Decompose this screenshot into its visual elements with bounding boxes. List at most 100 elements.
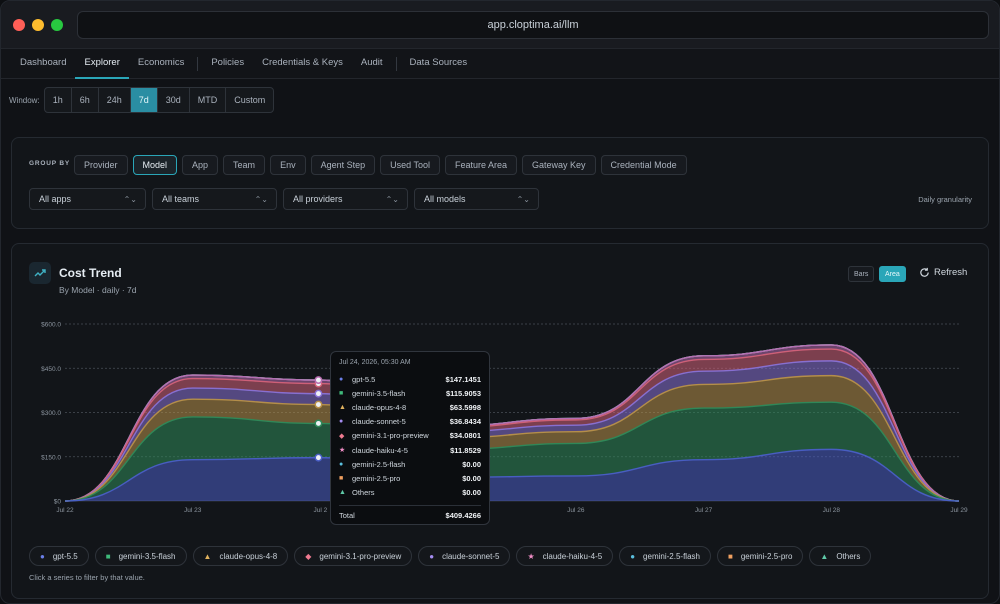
window-option-6h[interactable]: 6h	[72, 88, 99, 112]
series-area	[65, 402, 959, 501]
series-line	[64, 360, 960, 502]
window-option-7d[interactable]: 7d	[130, 88, 158, 112]
refresh-button[interactable]: Refresh	[919, 267, 967, 278]
hover-point	[314, 389, 323, 398]
group-by-app[interactable]: App	[182, 155, 219, 175]
legend-label: claude-haiku-4-5	[542, 551, 603, 561]
tooltip-row: ■ gemini-3.5-flash $115.9053	[339, 386, 481, 400]
tooltip-row: ★ claude-haiku-4-5 $11.8529	[339, 443, 481, 457]
legend-label: Others	[836, 551, 861, 561]
legend-label: gpt-5.5	[52, 551, 78, 561]
group-by-gateway-key[interactable]: Gateway Key	[522, 155, 596, 175]
legend-marker-icon: ■	[727, 551, 733, 561]
tooltip-series-value: $0.00	[462, 459, 481, 469]
app-filter-value: All apps	[39, 194, 72, 204]
tooltip-series-value: $0.00	[462, 473, 481, 483]
window-option-30d[interactable]: 30d	[158, 88, 190, 112]
group-by-provider[interactable]: Provider	[74, 155, 128, 175]
tooltip-marker-icon: ◆	[339, 432, 345, 440]
legend-marker-icon: ●	[40, 551, 45, 561]
legend-item[interactable]: ● claude-sonnet-5	[418, 546, 511, 566]
tooltip-rows: ● gpt-5.5 $147.1451 ■ gemini-3.5-flash $115.9…	[339, 372, 481, 500]
legend-item[interactable]: ★ claude-haiku-4-5	[516, 546, 614, 566]
legend-label: claude-opus-4-8	[219, 551, 278, 561]
tooltip-marker-icon: ▲	[339, 489, 346, 497]
legend-item[interactable]: ▲ claude-opus-4-8	[192, 546, 289, 566]
hover-point	[314, 400, 323, 409]
tab-dashboard[interactable]: Dashboard	[20, 56, 67, 68]
app-filter-select[interactable]: All apps ⌃⌄	[29, 188, 146, 210]
legend-item[interactable]: ● gemini-2.5-flash	[619, 546, 711, 566]
tooltip-marker-icon: ■	[339, 474, 344, 482]
legend-label: gemini-3.5-flash	[118, 551, 176, 561]
group-by-label: GROUP BY	[29, 160, 70, 167]
window-selector: Window: 1h 6h 24h 7d 30d MTD Custom	[9, 87, 275, 113]
tooltip-series-name: gemini-3.5-flash	[352, 388, 406, 398]
legend-item[interactable]: ■ gemini-3.5-flash	[94, 546, 187, 566]
tab-audit[interactable]: Audit	[360, 56, 383, 68]
tooltip-row: ● claude-sonnet-5 $36.8434	[339, 415, 481, 429]
group-by-feature-area[interactable]: Feature Area	[444, 155, 518, 175]
nav-divider	[395, 56, 397, 71]
tab-explorer[interactable]: Explorer	[75, 49, 130, 79]
tooltip-row: ◆ gemini-3.1-pro-preview $34.0801	[339, 429, 481, 443]
legend-item[interactable]: ■ gemini-2.5-pro	[716, 546, 804, 566]
tab-credentials-keys[interactable]: Credentials & Keys	[262, 56, 343, 68]
tooltip-series-value: $0.00	[462, 488, 481, 498]
legend-item[interactable]: ◆ gemini-3.1-pro-preview	[294, 546, 413, 566]
close-window-button[interactable]	[13, 18, 25, 31]
series-line	[64, 348, 960, 502]
model-filter-select[interactable]: All models ⌃⌄	[414, 188, 539, 210]
x-tick-label: Jul 28	[823, 507, 841, 514]
hover-point	[314, 419, 323, 428]
legend-marker-icon: ◆	[305, 551, 312, 561]
group-by-model[interactable]: Model	[132, 155, 178, 175]
tooltip-series-name: claude-haiku-4-5	[352, 445, 408, 455]
x-tick-label: Jul 2	[314, 507, 328, 514]
series-line	[64, 374, 960, 502]
chevron-updown-icon: ⌃⌄	[254, 194, 268, 204]
window-option-custom[interactable]: Custom	[234, 95, 266, 105]
legend-label: gemini-2.5-flash	[643, 551, 700, 561]
legend-item[interactable]: ▲ Others	[809, 546, 872, 566]
tooltip-total-label: Total	[339, 510, 355, 520]
window-option-24h[interactable]: 24h	[99, 88, 131, 112]
legend-label: claude-sonnet-5	[442, 551, 500, 561]
tab-data-sources[interactable]: Data Sources	[409, 56, 468, 68]
tooltip-series-name: claude-opus-4-8	[352, 402, 407, 412]
group-by-chips: Provider Model App Team Env Agent Step U…	[74, 155, 692, 175]
minimize-window-button[interactable]	[32, 18, 44, 31]
legend-label: gemini-2.5-pro	[740, 551, 793, 561]
tooltip-series-name: claude-sonnet-5	[352, 417, 406, 427]
granularity-label: Daily granularity	[918, 195, 972, 204]
legend-item[interactable]: ● gpt-5.5	[29, 546, 89, 566]
y-tick-label: $300.0	[41, 410, 61, 417]
tooltip-row: ■ gemini-2.5-pro $0.00	[339, 471, 481, 485]
provider-filter-select[interactable]: All providers ⌃⌄	[283, 188, 408, 210]
group-by-used-tool[interactable]: Used Tool	[380, 155, 440, 175]
group-by-credential-mode[interactable]: Credential Mode	[600, 155, 687, 175]
address-bar[interactable]: app.cloptima.ai/llm	[77, 11, 989, 39]
tooltip-series-name: Others	[352, 488, 375, 498]
legend-marker-icon: ▲	[203, 551, 212, 561]
group-by-agent-step[interactable]: Agent Step	[310, 155, 376, 175]
team-filter-select[interactable]: All teams ⌃⌄	[152, 188, 277, 210]
chevron-updown-icon: ⌃⌄	[516, 194, 530, 204]
tab-economics[interactable]: Economics	[137, 56, 185, 68]
window-option-mtd[interactable]: MTD	[190, 88, 227, 112]
chart-tooltip: Jul 24, 2026, 05:30 AM ● gpt-5.5 $147.1451…	[330, 351, 490, 525]
maximize-window-button[interactable]	[51, 18, 63, 31]
window-option-1h[interactable]: 1h	[45, 88, 72, 112]
view-area-toggle[interactable]: Area	[879, 266, 906, 282]
tooltip-marker-icon: ●	[339, 418, 344, 426]
legend-marker-icon: ●	[429, 551, 435, 561]
group-by-env[interactable]: Env	[270, 155, 306, 175]
model-filter-value: All models	[424, 194, 466, 204]
tab-policies[interactable]: Policies	[211, 56, 245, 68]
chart-legend: ● gpt-5.5 ■ gemini-3.5-flash ▲ claude-opus-4-…	[29, 546, 877, 566]
view-bars-toggle[interactable]: Bars	[848, 266, 875, 282]
legend-marker-icon: ●	[630, 551, 636, 561]
group-by-team[interactable]: Team	[223, 155, 266, 175]
